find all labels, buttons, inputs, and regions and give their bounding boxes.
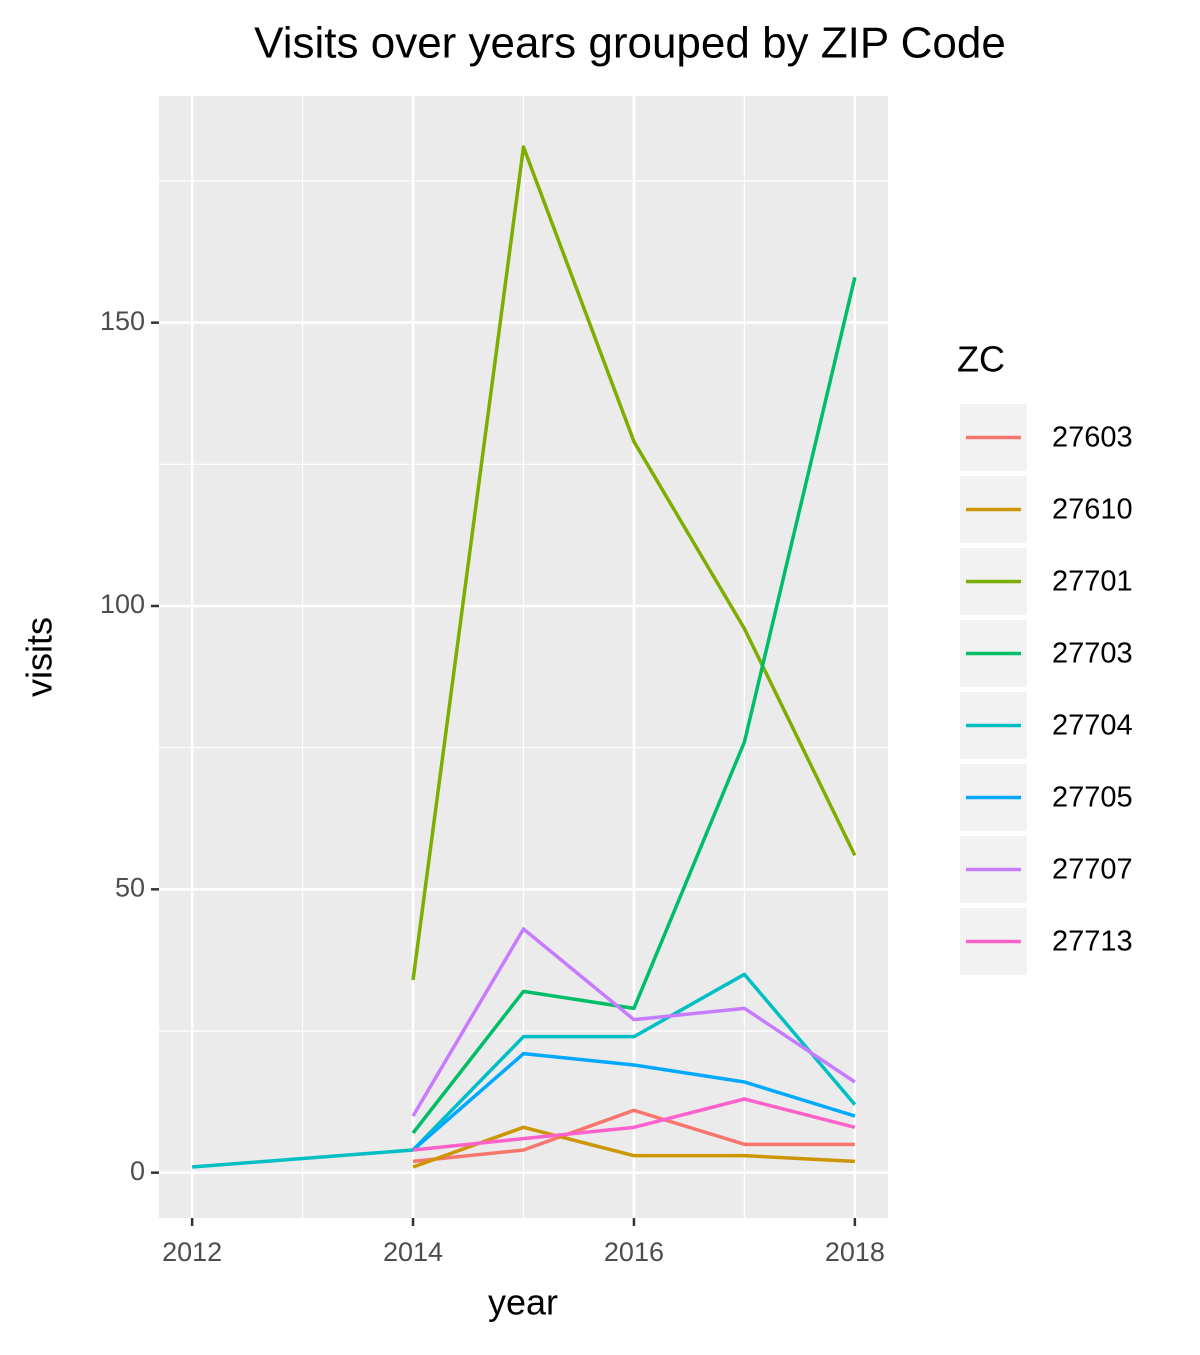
legend-title: ZC <box>957 339 1005 380</box>
legend-label: 27704 <box>1052 710 1133 742</box>
x-axis-label: year <box>488 1282 558 1323</box>
series-line <box>412 1097 856 1152</box>
chart-title: Visits over years grouped by ZIP Code <box>254 19 1006 68</box>
y-tick-label: 0 <box>130 1156 145 1186</box>
y-tick-label: 100 <box>100 589 145 619</box>
x-tick-label: 2016 <box>604 1237 664 1267</box>
y-tick-label: 50 <box>115 872 145 902</box>
legend-label: 27703 <box>1052 638 1133 670</box>
series-line <box>412 1125 855 1169</box>
series-line <box>411 1051 856 1152</box>
legend-label: 27603 <box>1052 422 1133 454</box>
legend-label: 27610 <box>1052 494 1133 526</box>
series-line <box>192 972 857 1169</box>
series-line <box>411 145 857 981</box>
series-line <box>411 276 857 1135</box>
legend-label: 27713 <box>1052 926 1133 958</box>
legend-label: 27705 <box>1052 782 1133 814</box>
series-line <box>411 927 856 1117</box>
y-axis-label: visits <box>19 617 60 697</box>
x-tick-label: 2014 <box>383 1237 443 1267</box>
x-tick-label: 2012 <box>162 1237 222 1267</box>
y-tick-label: 150 <box>100 306 145 336</box>
legend-label: 27701 <box>1052 566 1133 598</box>
series-line <box>412 1108 855 1164</box>
legend-label: 27707 <box>1052 854 1133 886</box>
x-tick-label: 2018 <box>825 1237 885 1267</box>
